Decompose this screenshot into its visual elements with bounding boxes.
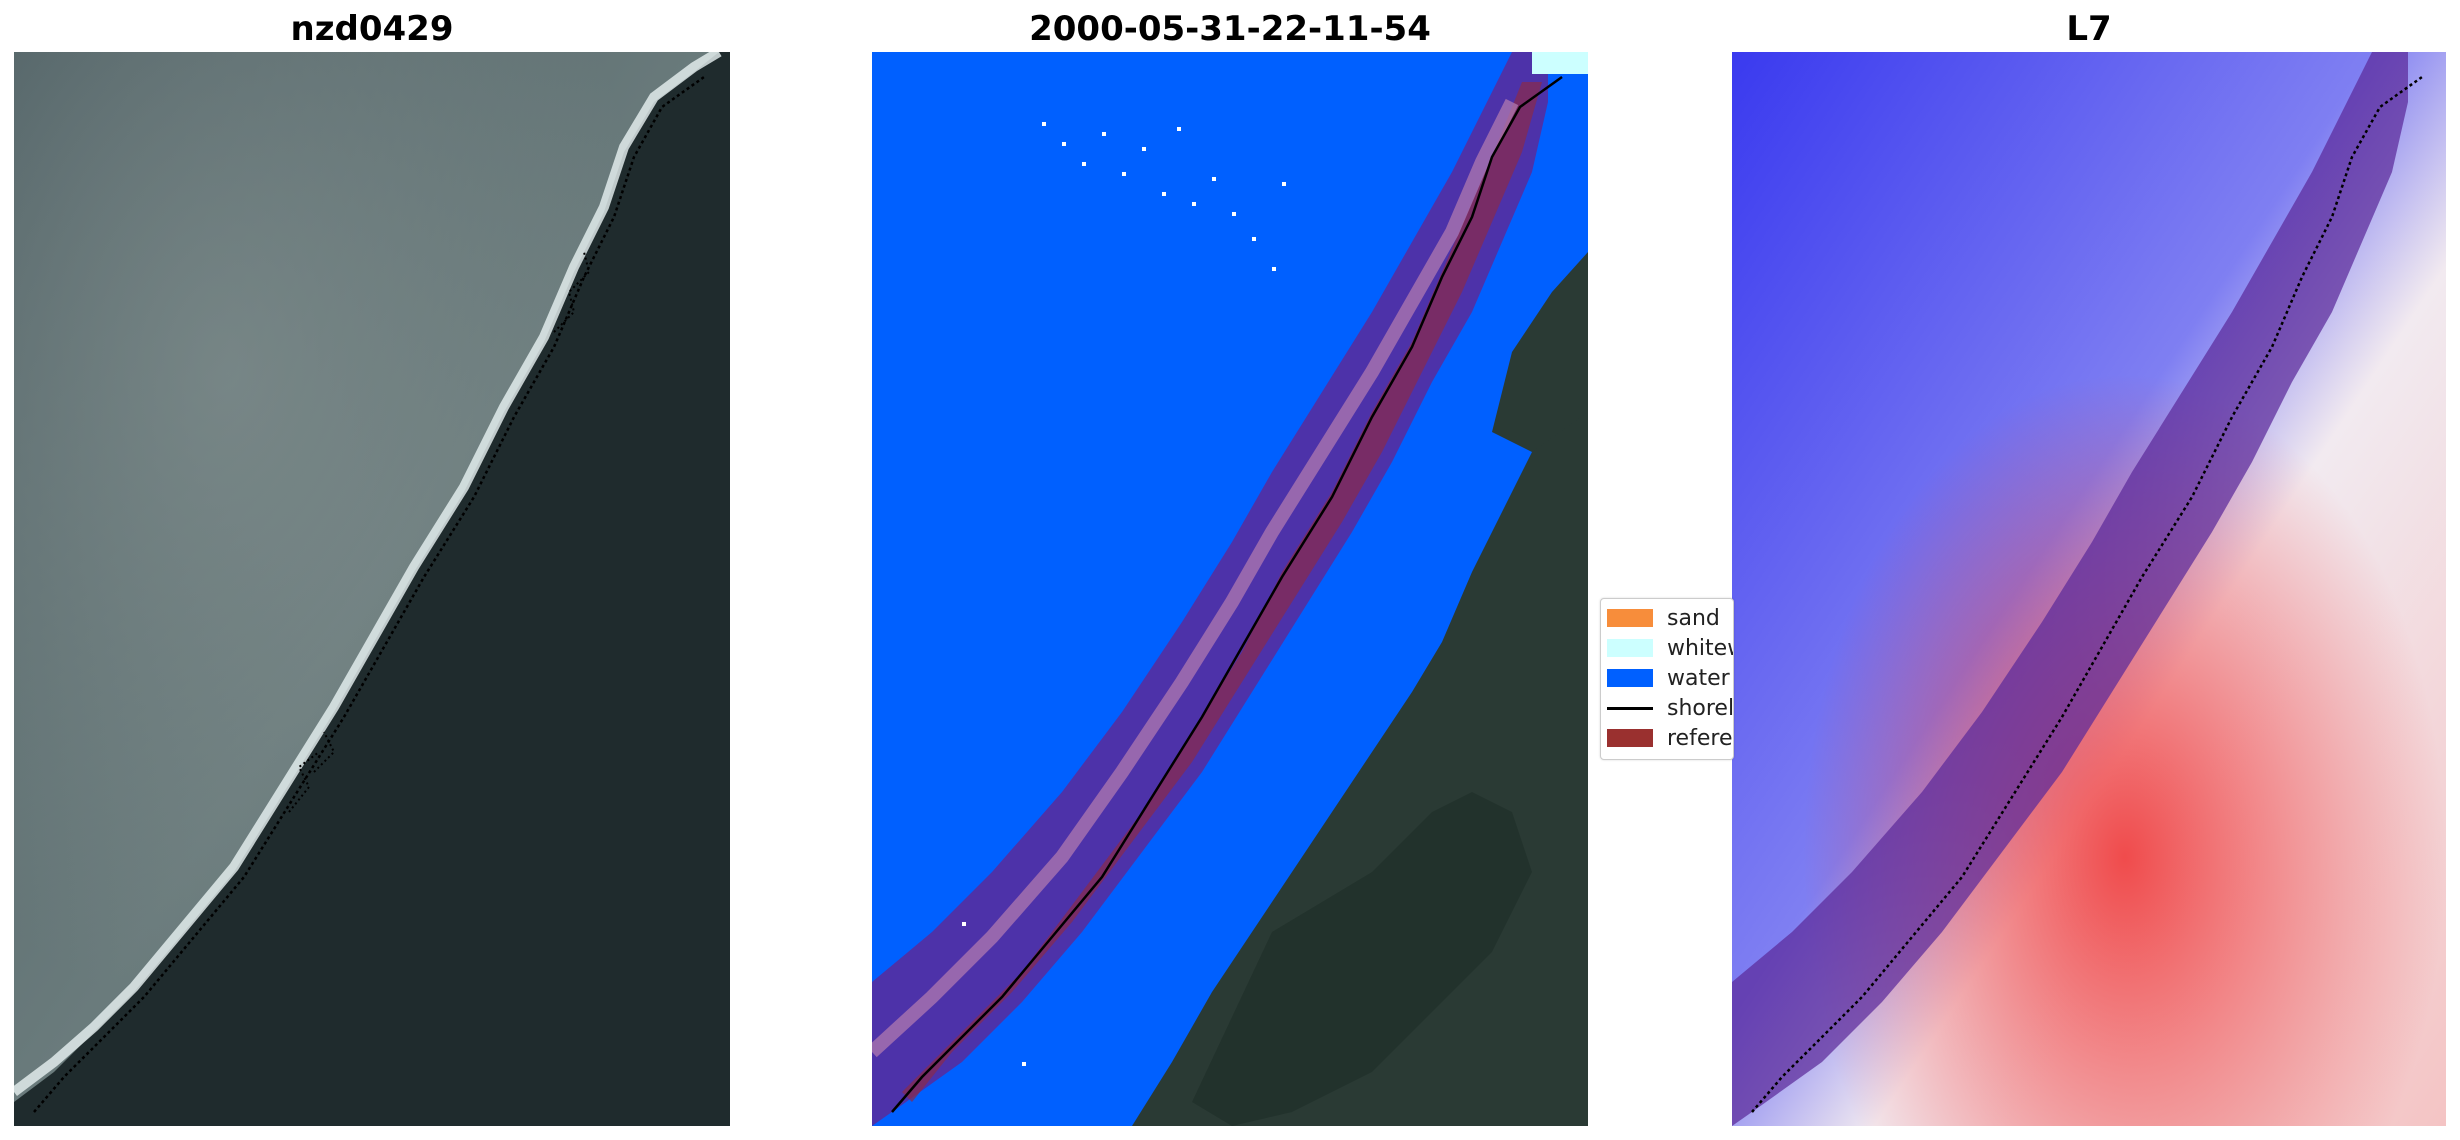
panel-title-2: 2000-05-31-22-11-54 [1029, 9, 1431, 49]
legend-label-reference: referen [1667, 725, 1733, 751]
panel-title-3: L7 [2066, 9, 2112, 49]
legend-item-sand: sand [1607, 603, 1733, 633]
reference-swatch [1607, 729, 1653, 747]
shoreline-legend-line [1607, 706, 1653, 710]
legend-item-shoreline: shorel [1607, 693, 1734, 723]
mndwi-image-panel [1732, 52, 2446, 1126]
whitewater-swatch [1607, 639, 1653, 657]
legend-item-reference: referen [1607, 723, 1733, 753]
legend-label-water: water [1667, 665, 1730, 691]
legend-label-sand: sand [1667, 605, 1720, 631]
shoreline-line [33, 75, 705, 1113]
rgb-image-panel [14, 52, 730, 1126]
panel-title-1: nzd0429 [290, 9, 454, 49]
water-swatch [1607, 669, 1653, 687]
legend-item-water: water [1607, 663, 1733, 693]
sand-swatch [1607, 609, 1653, 627]
legend-label-shoreline: shorel [1667, 695, 1734, 721]
classified-image-panel [872, 52, 1588, 1126]
